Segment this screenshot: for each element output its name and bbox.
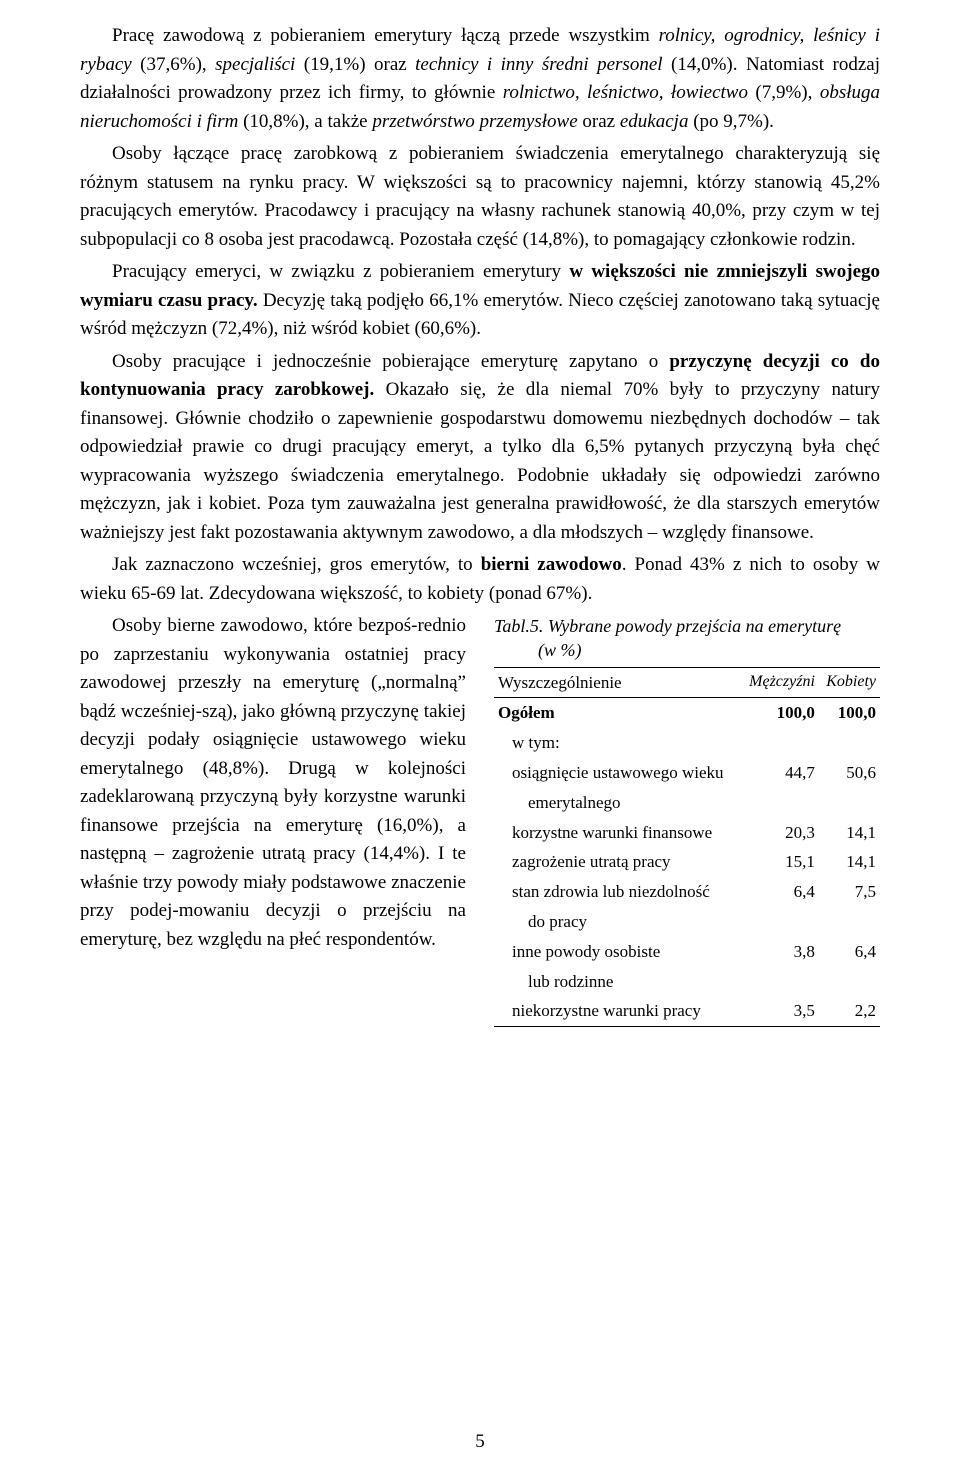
paragraph-5: Jak zaznaczono wcześniej, gros emerytów,… (80, 551, 880, 608)
paragraph-1: Pracę zawodową z pobieraniem emerytury ł… (80, 22, 880, 136)
cell-women: 6,4 (819, 937, 880, 967)
header-men: Mężczyźni (741, 667, 819, 698)
text-italic: technicy i inny średni personel (415, 54, 662, 75)
two-column-region: Osoby bierne zawodowo, które bezpoś-redn… (80, 612, 880, 1027)
cell-label: korzystne warunki finansowe (494, 818, 741, 848)
cell-women (819, 967, 880, 997)
table-row: Ogółem100,0100,0 (494, 698, 880, 728)
caption-line-1: Tabl.5. Wybrane powody przejścia na emer… (494, 614, 880, 638)
cell-label: w tym: (494, 728, 741, 758)
cell-label: osiągnięcie ustawowego wieku (494, 758, 741, 788)
left-column: Osoby bierne zawodowo, które bezpoś-redn… (80, 612, 466, 1027)
table-row: do pracy (494, 907, 880, 937)
cell-men: 100,0 (741, 698, 819, 728)
text: (po 9,7%). (688, 111, 773, 132)
text: Pracę zawodową z pobieraniem emerytury ł… (112, 25, 659, 46)
header-spec: Wyszczególnienie (494, 667, 741, 698)
table-row: zagrożenie utratą pracy15,114,1 (494, 847, 880, 877)
cell-men (741, 907, 819, 937)
text-bold: bierni zawodowo (481, 554, 622, 575)
text-italic: przetwórstwo przemysłowe (372, 111, 577, 132)
cell-men (741, 967, 819, 997)
text: Okazało się, że dla niemal 70% były to p… (80, 379, 880, 543)
cell-men: 6,4 (741, 877, 819, 907)
table-row: stan zdrowia lub niezdolność6,47,5 (494, 877, 880, 907)
text-italic: edukacja (620, 111, 689, 132)
text: (37,6%), (132, 54, 215, 75)
table-row: w tym: (494, 728, 880, 758)
cell-men: 3,8 (741, 937, 819, 967)
cell-men: 3,5 (741, 996, 819, 1026)
cell-women: 14,1 (819, 818, 880, 848)
caption-line-2: (w %) (494, 638, 880, 662)
cell-women: 2,2 (819, 996, 880, 1026)
text: Osoby pracujące i jednocześnie pobierają… (112, 351, 669, 372)
cell-label: niekorzystne warunki pracy (494, 996, 741, 1026)
cell-women: 50,6 (819, 758, 880, 788)
cell-women: 7,5 (819, 877, 880, 907)
cell-men (741, 728, 819, 758)
cell-women: 14,1 (819, 847, 880, 877)
cell-label: zagrożenie utratą pracy (494, 847, 741, 877)
table-header-row: Wyszczególnienie Mężczyźni Kobiety (494, 667, 880, 698)
cell-label: inne powody osobiste (494, 937, 741, 967)
cell-label: Ogółem (494, 698, 741, 728)
page-number: 5 (0, 1431, 960, 1453)
paragraph-2: Osoby łączące pracę zarobkową z pobieran… (80, 140, 880, 254)
paragraph-3: Pracujący emeryci, w związku z pobierani… (80, 258, 880, 344)
cell-label: lub rodzinne (494, 967, 741, 997)
text: (10,8%), a także (238, 111, 372, 132)
cell-women (819, 728, 880, 758)
header-women: Kobiety (819, 667, 880, 698)
table-row: inne powody osobiste3,86,4 (494, 937, 880, 967)
table-row: niekorzystne warunki pracy3,52,2 (494, 996, 880, 1026)
right-column: Tabl.5. Wybrane powody przejścia na emer… (494, 612, 880, 1027)
reasons-table: Wyszczególnienie Mężczyźni Kobiety Ogółe… (494, 667, 880, 1028)
cell-men: 20,3 (741, 818, 819, 848)
text: oraz (578, 111, 620, 132)
text-italic: rolnictwo, leśnictwo, łowiectwo (503, 82, 748, 103)
document-page: Pracę zawodową z pobieraniem emerytury ł… (0, 0, 960, 1475)
cell-label: stan zdrowia lub niezdolność (494, 877, 741, 907)
text: (7,9%), (748, 82, 820, 103)
text: Jak zaznaczono wcześniej, gros emerytów,… (112, 554, 481, 575)
table-row: emerytalnego (494, 788, 880, 818)
cell-women (819, 788, 880, 818)
text: Osoby bierne zawodowo, które bezpoś-redn… (80, 615, 466, 950)
cell-men: 44,7 (741, 758, 819, 788)
cell-men: 15,1 (741, 847, 819, 877)
paragraph-4: Osoby pracujące i jednocześnie pobierają… (80, 348, 880, 548)
table-row: korzystne warunki finansowe20,314,1 (494, 818, 880, 848)
text: (19,1%) oraz (295, 54, 415, 75)
table-body: Ogółem100,0100,0w tym:osiągnięcie ustawo… (494, 698, 880, 1027)
table-caption: Tabl.5. Wybrane powody przejścia na emer… (494, 614, 880, 663)
paragraph-6: Osoby bierne zawodowo, które bezpoś-redn… (80, 612, 466, 954)
cell-women: 100,0 (819, 698, 880, 728)
text: Osoby łączące pracę zarobkową z pobieran… (80, 143, 880, 250)
table-row: lub rodzinne (494, 967, 880, 997)
cell-women (819, 907, 880, 937)
cell-men (741, 788, 819, 818)
text-italic: specjaliści (215, 54, 295, 75)
text: Pracujący emeryci, w związku z pobierani… (112, 261, 569, 282)
cell-label: do pracy (494, 907, 741, 937)
table-row: osiągnięcie ustawowego wieku44,750,6 (494, 758, 880, 788)
cell-label: emerytalnego (494, 788, 741, 818)
